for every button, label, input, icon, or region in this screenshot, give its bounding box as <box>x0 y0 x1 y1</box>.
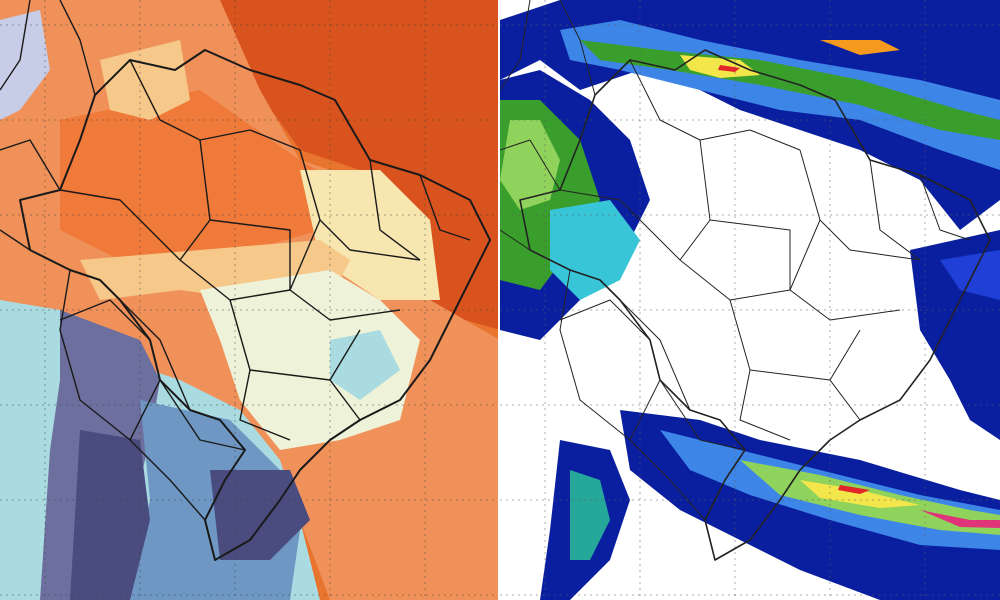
temp-patagonia-dark <box>70 430 150 600</box>
state-border <box>729 299 861 381</box>
prec-atlantic-blue <box>940 250 1000 300</box>
country-border <box>559 0 596 96</box>
temperature-map-panel <box>0 0 500 600</box>
precipitation-map-panel <box>500 0 1000 600</box>
state-border <box>289 219 401 321</box>
prec-north-band-red <box>718 65 740 72</box>
state-border <box>559 189 681 261</box>
state-border <box>739 369 791 441</box>
state-border <box>869 159 921 261</box>
country-border <box>0 229 31 251</box>
precipitation-map <box>500 0 1000 600</box>
prec-lat-lon-grid <box>500 0 1000 600</box>
state-border <box>329 379 361 421</box>
state-border <box>619 299 691 411</box>
country-border <box>500 229 531 251</box>
prec-south-band-red <box>838 485 870 494</box>
state-border <box>829 379 861 421</box>
temperature-map <box>0 0 500 600</box>
state-border <box>709 219 791 290</box>
country-border <box>59 269 161 441</box>
state-border <box>299 149 421 261</box>
temp-lat-lon-grid <box>0 0 500 600</box>
country-border <box>59 0 96 96</box>
country-border <box>159 379 246 451</box>
state-border <box>799 149 921 261</box>
state-border <box>419 174 471 241</box>
country-border <box>0 139 61 191</box>
brazil-border <box>19 49 491 561</box>
country-border <box>500 139 561 191</box>
country-border <box>59 299 151 341</box>
prec-south-band-magenta <box>920 510 1000 528</box>
state-border <box>119 299 191 411</box>
state-border <box>209 219 291 290</box>
temp-minas-cyan <box>330 330 400 400</box>
state-border <box>369 159 421 261</box>
brazil-border <box>519 49 991 561</box>
country-border <box>129 439 206 521</box>
state-border <box>239 369 291 441</box>
country-border <box>0 0 31 91</box>
country-border <box>559 299 651 341</box>
state-border <box>789 219 901 321</box>
country-border <box>659 379 746 451</box>
prec-north-band-green <box>580 40 1000 140</box>
prec-amazon-cyan <box>550 200 640 300</box>
state-border <box>919 174 971 241</box>
prec-pacific-green <box>570 470 610 560</box>
prec-north-band-orange <box>820 40 900 55</box>
state-border <box>59 189 181 261</box>
temp-country-borders <box>0 0 491 561</box>
prec-country-borders <box>500 0 991 561</box>
temp-guianas-light <box>100 40 190 120</box>
temp-andes-north <box>0 10 50 120</box>
state-border <box>229 299 361 381</box>
country-border <box>629 439 706 521</box>
country-border <box>500 0 531 91</box>
